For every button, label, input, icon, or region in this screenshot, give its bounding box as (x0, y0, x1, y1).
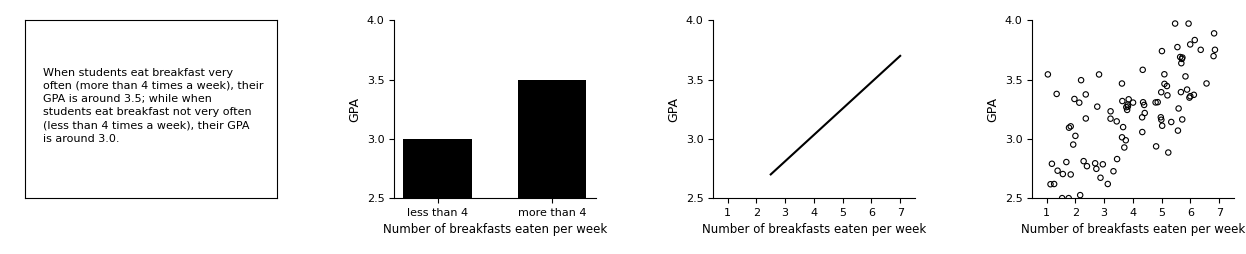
Text: When students eat breakfast very
often (more than 4 times a week), their
GPA is : When students eat breakfast very often (… (42, 68, 263, 144)
Point (1088, 105, 1108, 109)
Point (1158, 84, 1177, 88)
Point (1158, 93, 1177, 97)
Point (1180, 96, 1200, 100)
Point (1104, 169, 1124, 173)
X-axis label: Number of breakfasts eaten per week: Number of breakfasts eaten per week (1020, 224, 1245, 236)
Point (1204, 54, 1224, 58)
Point (1090, 176, 1110, 180)
Point (1119, 97, 1139, 101)
Point (1074, 159, 1094, 163)
Point (1154, 72, 1174, 76)
Point (1118, 103, 1138, 107)
Point (1042, 162, 1062, 166)
Point (1184, 93, 1204, 97)
Point (1145, 100, 1165, 104)
Point (1075, 116, 1095, 120)
Point (1165, 22, 1185, 26)
Point (1172, 57, 1192, 61)
Point (1057, 160, 1077, 164)
Point (1116, 138, 1136, 142)
Point (1059, 126, 1079, 130)
Point (1185, 38, 1205, 42)
Point (1113, 125, 1133, 129)
Y-axis label: GPA: GPA (348, 97, 361, 122)
Point (1133, 115, 1153, 119)
Point (1048, 169, 1068, 173)
Point (1087, 167, 1106, 171)
Point (1151, 118, 1171, 122)
Point (1118, 104, 1138, 108)
Point (1053, 172, 1073, 176)
Point (1113, 99, 1133, 103)
Point (1191, 48, 1211, 52)
Point (1172, 56, 1192, 60)
Point (1175, 74, 1195, 78)
Point (1161, 120, 1181, 124)
Point (1180, 94, 1200, 98)
Point (1171, 90, 1191, 94)
Point (1177, 88, 1197, 92)
Point (1072, 78, 1091, 82)
Point (1064, 97, 1084, 101)
Point (1204, 31, 1224, 35)
Point (1040, 182, 1060, 186)
Point (1170, 55, 1190, 59)
Point (1118, 108, 1138, 112)
Point (1134, 103, 1154, 107)
Point (1153, 124, 1172, 128)
Point (1159, 151, 1179, 155)
Point (1060, 124, 1080, 128)
Point (1168, 45, 1187, 49)
Point (1151, 90, 1171, 94)
Point (1133, 100, 1153, 104)
Point (1075, 92, 1095, 97)
Point (1135, 111, 1155, 115)
Point (1106, 119, 1126, 123)
Point (1111, 82, 1131, 86)
Point (1196, 82, 1216, 86)
Point (1171, 61, 1191, 65)
Bar (404, 139, 472, 198)
Point (1089, 72, 1109, 76)
Point (1180, 42, 1200, 46)
Point (1108, 157, 1128, 161)
Point (1123, 101, 1143, 105)
Point (1063, 142, 1083, 147)
Point (1169, 106, 1189, 110)
Point (1077, 164, 1096, 168)
Point (1059, 196, 1079, 200)
Point (1205, 48, 1225, 52)
Point (1085, 161, 1105, 165)
Point (1093, 162, 1113, 166)
Point (1151, 115, 1171, 119)
Point (1133, 68, 1153, 72)
Point (1060, 172, 1080, 177)
Y-axis label: GPA: GPA (986, 97, 999, 122)
Point (1168, 129, 1187, 133)
X-axis label: Number of breakfasts eaten per week: Number of breakfasts eaten per week (383, 224, 607, 236)
Point (1065, 134, 1085, 138)
X-axis label: Number of breakfasts eaten per week: Number of breakfasts eaten per week (701, 224, 926, 236)
Point (1113, 135, 1133, 139)
Point (1146, 144, 1166, 148)
Point (1116, 105, 1136, 109)
Point (1179, 22, 1199, 26)
Point (1148, 100, 1168, 104)
Point (1052, 196, 1072, 200)
Point (1100, 117, 1120, 121)
Point (1153, 49, 1172, 53)
Point (1044, 182, 1064, 186)
Bar (518, 80, 587, 198)
Point (1047, 92, 1067, 96)
Point (1100, 109, 1120, 113)
Point (1155, 82, 1175, 86)
Point (1114, 146, 1134, 150)
Point (1133, 130, 1153, 134)
Point (1069, 101, 1089, 105)
Point (1172, 117, 1192, 121)
Point (1098, 182, 1118, 186)
Point (1070, 193, 1090, 197)
Y-axis label: GPA: GPA (667, 97, 680, 122)
Point (1038, 72, 1058, 76)
